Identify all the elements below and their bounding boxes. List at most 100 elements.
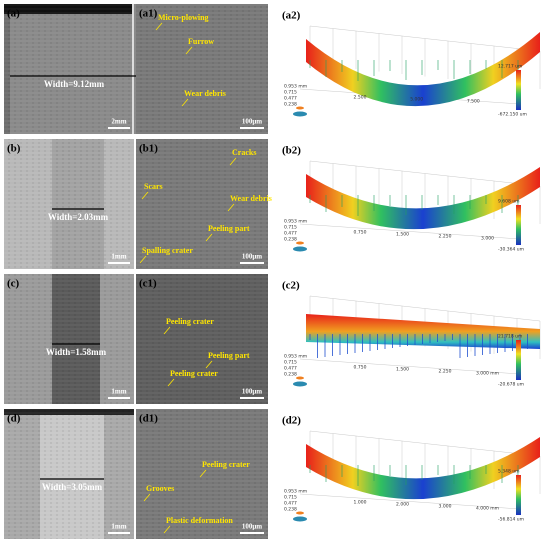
texture [136,274,268,404]
annotation-arrow [199,469,207,478]
annotation-arrow [139,255,147,264]
z-tick-label: 0.715 [284,360,297,366]
annotation-arrow [185,46,193,55]
surface [306,314,540,349]
x-tick-label: 2.500 [354,95,367,101]
x-tick-label: 3.000 mm [476,371,499,377]
z-tick-label: 0.953 mm [284,489,307,495]
grid-line [309,25,541,52]
grid-line [299,493,521,510]
annotation: Wear debris [184,89,226,98]
texture [136,139,268,269]
axis-icon [293,381,307,387]
width-label: Width=3.05mm [42,482,103,492]
z-tick-label: 0.238 [284,237,297,243]
grid-line [309,160,541,187]
surface [306,167,540,230]
axis-icon [296,376,304,380]
panel-label: (d2) [282,415,301,427]
texture [136,4,268,134]
x-tick-label: 2.250 [439,234,452,240]
z-tick-label: 0.715 [284,90,297,96]
colorbar [516,70,521,110]
width-label: Width=2.03mm [48,212,109,222]
x-tick-label: 7.500 [467,99,480,105]
annotation: Spalling crater [142,246,193,255]
z-tick-label: 0.715 [284,225,297,231]
panel-label: (a) [7,8,20,20]
texture [4,139,134,269]
colorbar [516,475,521,515]
panel-label: (b1) [139,143,158,155]
annotation: Peeling crater [170,369,218,378]
annotation: Peeling part [208,351,250,360]
annotation: Micro-plowing [158,13,209,22]
annotation: Scars [144,182,163,191]
texture [4,4,134,134]
width-label: Width=1.58mm [46,347,107,357]
texture [136,409,268,539]
annotation: Cracks [232,148,256,157]
colorbar-max: 5.348 um [498,469,520,475]
panel-label: (c2) [282,280,300,292]
annotation: Peeling crater [166,317,214,326]
panel-label: (c1) [139,278,157,290]
axis-icon [293,111,307,117]
annotation: Peeling part [208,224,250,233]
texture [4,274,134,404]
annotation: Plastic deformation [166,516,233,525]
panel-label: (a2) [282,10,301,22]
colorbar-min: -30.364 um [498,247,524,253]
colorbar-max: 9.608 um [498,199,520,205]
width-label: Width=9.12mm [44,79,105,89]
annotation: Peeling crater [202,460,250,469]
z-tick-label: 0.715 [284,495,297,501]
axis-icon [296,511,304,515]
scale-label: 1mm [111,388,126,396]
axis-icon [296,241,304,245]
annotation: Grooves [146,484,174,493]
z-tick-label: 0.477 [284,501,297,507]
colorbar-min: -56.814 um [498,517,524,523]
x-tick-label: 4.000 mm [476,506,499,512]
x-tick-label: 1.500 [396,232,409,238]
x-tick-label: 2.250 [439,369,452,375]
z-tick-label: 0.953 mm [284,84,307,90]
annotation-arrow [227,203,235,212]
scale-label: 100μm [242,388,262,396]
grid-line [309,430,541,457]
z-tick-label: 0.477 [284,231,297,237]
scale-label: 1mm [111,253,126,261]
scale-label: 1mm [111,523,126,531]
scale-label: 100μm [242,253,262,261]
z-tick-label: 0.953 mm [284,219,307,225]
panel-label: (b2) [282,145,301,157]
annotation-arrow [155,22,163,31]
z-tick-label: 0.953 mm [284,354,307,360]
annotation-arrow [181,98,189,107]
colorbar-max: 12.717 um [498,64,522,70]
annotation-arrow [167,378,175,387]
colorbar [516,205,521,245]
annotation: Furrow [188,37,214,46]
grid-line [299,358,521,375]
panel-label: (a1) [139,8,158,20]
x-tick-label: 0.750 [354,365,367,371]
z-tick-label: 0.477 [284,366,297,372]
annotation-arrow [205,360,213,369]
axis-icon [293,246,307,252]
x-tick-label: 2.000 [396,502,409,508]
colorbar-min: -672.150 um [498,112,527,118]
colorbar [516,340,521,380]
annotation-arrow [205,233,213,242]
x-tick-label: 1.000 [354,500,367,506]
annotation-arrow [163,525,171,534]
z-tick-label: 0.238 [284,372,297,378]
x-tick-label: 3.000 [481,236,494,242]
x-tick-label: 5.000 [410,97,423,103]
axis-icon [293,516,307,522]
annotation-arrow [163,326,171,335]
x-tick-label: 3.000 [439,504,452,510]
annotation-arrow [229,157,237,166]
